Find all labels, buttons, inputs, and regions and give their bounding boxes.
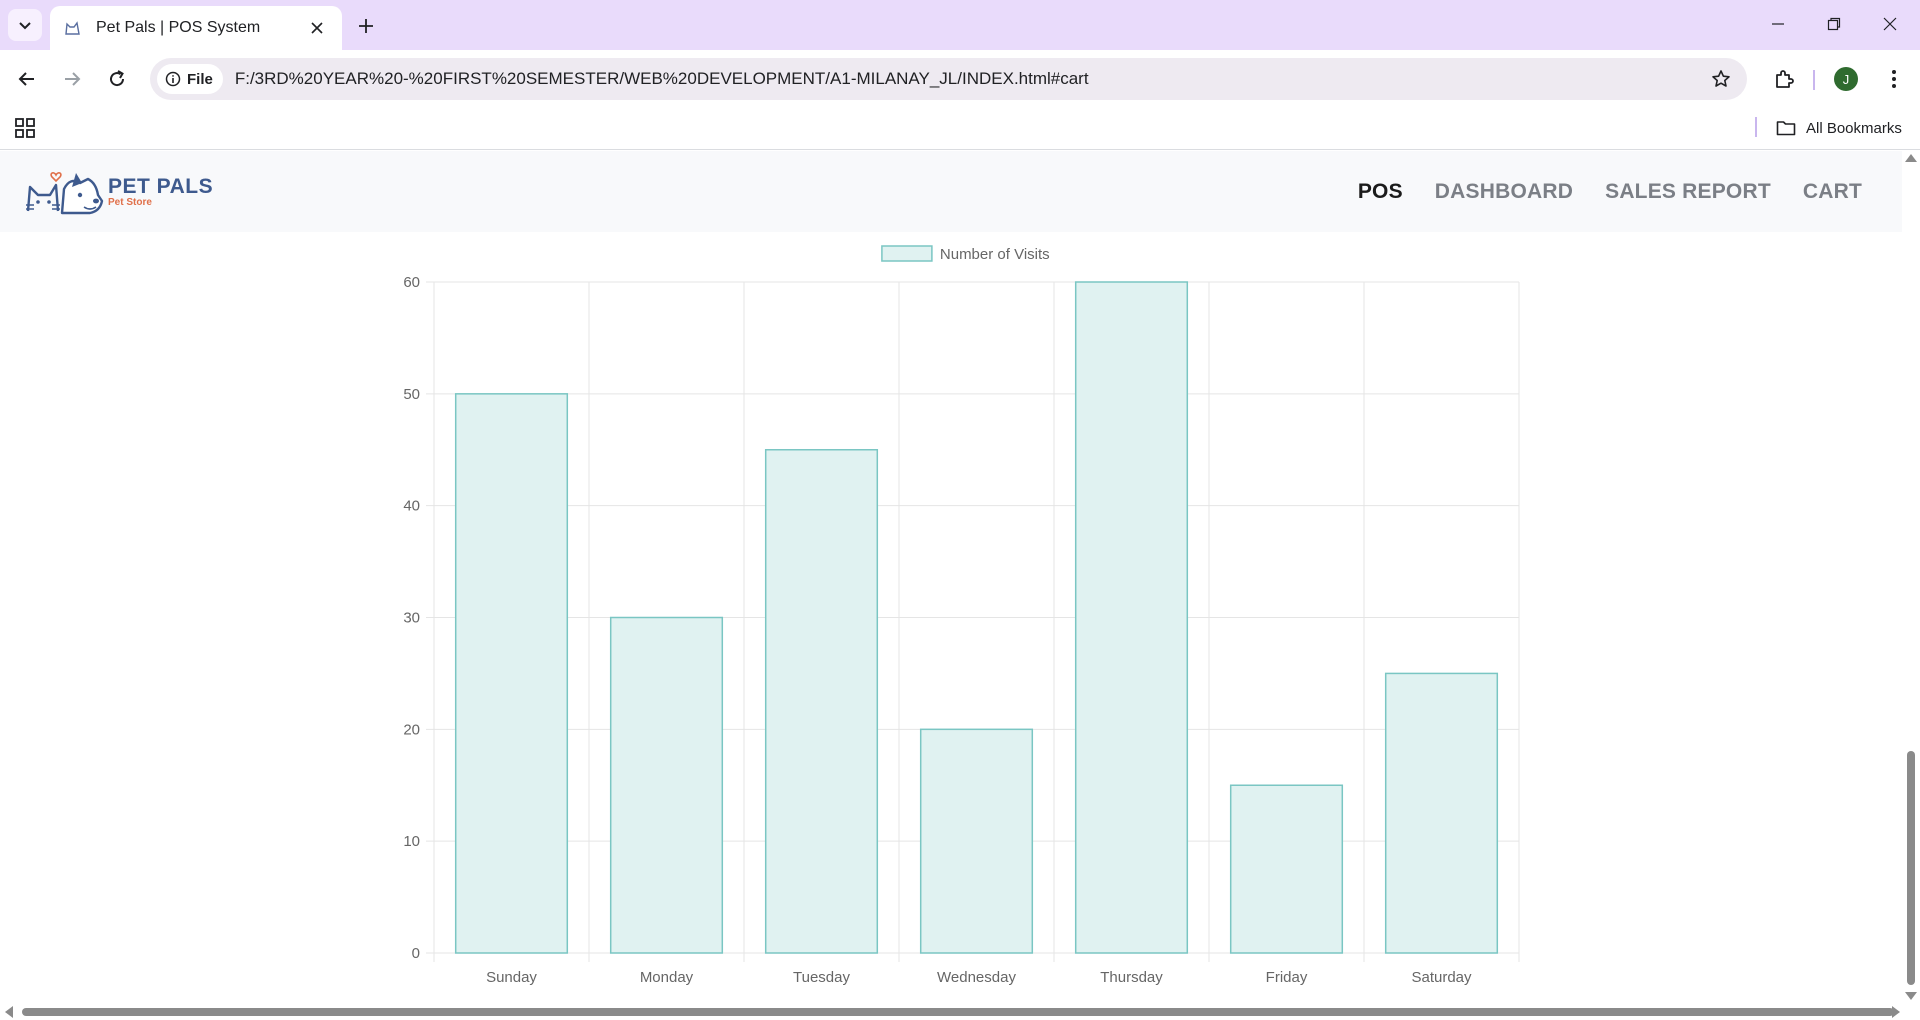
tab-search-icon	[19, 22, 31, 30]
close-window-icon[interactable]	[1870, 8, 1910, 40]
star-icon[interactable]	[1709, 67, 1733, 91]
x-tick-label: Tuesday	[793, 969, 850, 986]
main-nav: POS DASHBOARD SALES REPORT CART	[1326, 151, 1862, 232]
horizontal-scrollbar[interactable]	[0, 1004, 1920, 1020]
y-tick-label: 40	[403, 498, 420, 515]
forward-arrow-icon[interactable]	[56, 63, 88, 95]
visits-chart: 0 10 20 30 40 50 60 Sunday Monday Tuesday Wednesda…	[360, 243, 1540, 1003]
logo-text: PET PALS Pet Store	[108, 176, 213, 208]
browser-tab[interactable]: Pet Pals | POS System	[50, 6, 342, 50]
bookmarks-divider	[1755, 117, 1757, 137]
tab-strip: Pet Pals | POS System	[0, 0, 1920, 50]
x-tick-label: Thursday	[1100, 969, 1163, 986]
tab-title: Pet Pals | POS System	[96, 19, 261, 36]
info-icon	[165, 71, 181, 87]
legend-label: Number of Visits	[940, 246, 1050, 263]
bar-chart-svg: 0 10 20 30 40 50 60 Sunday Monday Tuesday Wednesda…	[403, 245, 1520, 986]
scroll-up-arrow-icon[interactable]	[1905, 154, 1917, 162]
scroll-right-arrow-icon[interactable]	[1892, 1006, 1900, 1018]
scroll-left-arrow-icon[interactable]	[5, 1006, 13, 1018]
folder-icon	[1776, 121, 1796, 136]
restore-icon[interactable]	[1814, 8, 1854, 40]
x-tick-label: Saturday	[1411, 969, 1472, 986]
bar-monday	[609, 616, 724, 954]
bar-tuesday	[764, 449, 879, 954]
x-tick-label: Sunday	[486, 969, 537, 986]
x-tick-label: Wednesday	[937, 969, 1016, 986]
nav-link-dashboard[interactable]: DASHBOARD	[1434, 179, 1574, 203]
x-tick-label: Friday	[1266, 969, 1308, 986]
nav-link-sales-report[interactable]: SALES REPORT	[1605, 179, 1771, 203]
cat-favicon-icon	[64, 19, 82, 37]
address-bar[interactable]: File F:/3RD%20YEAR%20-%20FIRST%20SEMESTE…	[150, 58, 1747, 100]
reload-icon[interactable]	[101, 63, 133, 95]
page-viewport: PET PALS Pet Store POS DASHBOARD SALES R…	[0, 151, 1902, 1004]
bar-wednesday	[919, 728, 1034, 954]
toolbar-divider	[1813, 70, 1815, 90]
y-tick-label: 20	[403, 721, 420, 738]
horizontal-scroll-thumb[interactable]	[22, 1008, 1894, 1016]
all-bookmarks-label: All Bookmarks	[1806, 119, 1902, 137]
minimize-icon[interactable]	[1758, 8, 1798, 40]
apps-grid-icon[interactable]	[14, 117, 36, 139]
back-arrow-icon[interactable]	[11, 63, 43, 95]
legend-swatch	[881, 245, 933, 262]
x-tick-label: Monday	[640, 969, 694, 986]
vertical-scroll-thumb[interactable]	[1907, 751, 1915, 985]
nav-link-pos[interactable]: POS	[1357, 179, 1403, 203]
url-text[interactable]: F:/3RD%20YEAR%20-%20FIRST%20SEMESTER/WEB…	[234, 69, 1089, 88]
site-logo[interactable]: PET PALS Pet Store	[24, 165, 213, 219]
site-info-chip[interactable]: File	[157, 64, 223, 94]
browser-toolbar: File F:/3RD%20YEAR%20-%20FIRST%20SEMESTE…	[0, 50, 1920, 108]
logo-title: PET PALS	[108, 175, 214, 198]
pet-pals-logo-icon	[26, 172, 104, 215]
bar-thursday	[1074, 281, 1189, 954]
close-icon[interactable]	[306, 17, 328, 39]
y-tick-label: 0	[412, 945, 420, 962]
logo-subtitle: Pet Store	[108, 197, 152, 208]
y-tick-label: 30	[403, 610, 420, 627]
bookmarks-bar: All Bookmarks	[0, 108, 1920, 150]
site-chip-label: File	[187, 70, 213, 88]
vertical-scrollbar[interactable]	[1902, 151, 1920, 1004]
y-tick-label: 50	[403, 386, 420, 403]
y-tick-label: 10	[403, 833, 420, 850]
extensions-icon[interactable]	[1768, 63, 1800, 95]
bar-saturday	[1384, 672, 1499, 954]
more-vert-icon[interactable]	[1878, 63, 1910, 95]
bar-friday	[1229, 784, 1344, 954]
avatar[interactable]: J	[1834, 67, 1858, 91]
scroll-down-arrow-icon[interactable]	[1905, 992, 1917, 1000]
plus-icon[interactable]	[352, 12, 380, 40]
site-header: PET PALS Pet Store POS DASHBOARD SALES R…	[0, 151, 1902, 232]
tab-search-button[interactable]	[8, 9, 42, 41]
all-bookmarks-button[interactable]: All Bookmarks	[1776, 114, 1902, 142]
bar-sunday	[454, 393, 569, 954]
y-tick-label: 60	[403, 274, 420, 291]
nav-link-cart[interactable]: CART	[1802, 179, 1862, 203]
